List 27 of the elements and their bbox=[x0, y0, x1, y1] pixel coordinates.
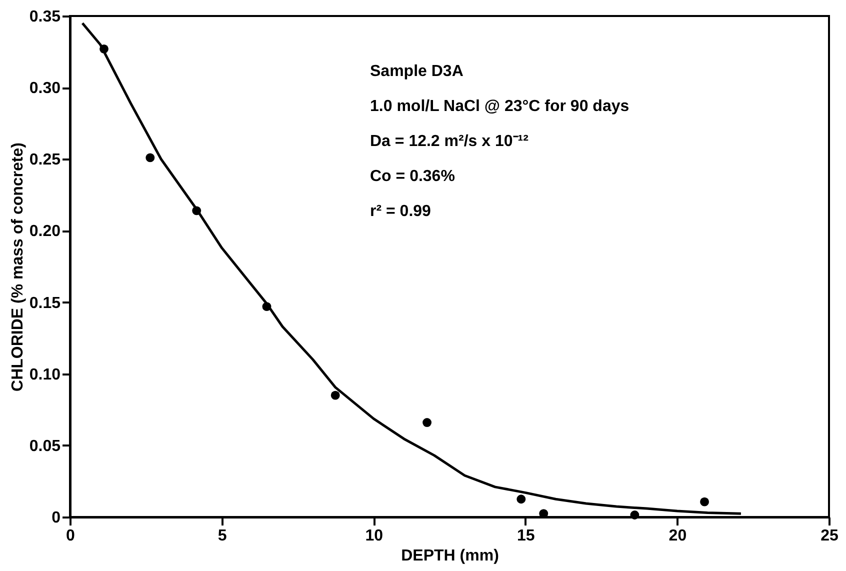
annotation: r² = 0.99 bbox=[370, 203, 432, 220]
point bbox=[630, 510, 640, 520]
annotation: Co = 0.36% bbox=[370, 168, 455, 185]
x-axis-title: DEPTH (mm) bbox=[401, 548, 499, 564]
point bbox=[516, 494, 526, 504]
y-tick-label: 0.20 bbox=[29, 223, 61, 240]
x-tick-label: 20 bbox=[668, 528, 687, 544]
point bbox=[146, 153, 155, 162]
y-tick-label: 0.10 bbox=[29, 366, 61, 384]
y-tick-label: 0.35 bbox=[29, 8, 61, 26]
y-tick-label: 0.25 bbox=[29, 152, 61, 169]
x-tick-label: 25 bbox=[820, 528, 838, 544]
y-tick-label: 0.15 bbox=[29, 294, 61, 312]
annotation: Da = 12.2 m²/s x 10⁻¹² bbox=[370, 133, 528, 150]
point bbox=[700, 497, 709, 506]
x-tick-label: 15 bbox=[517, 528, 535, 544]
x-tick-label: 10 bbox=[365, 528, 384, 544]
y-tick-label: 0.05 bbox=[29, 438, 61, 455]
x-tick-label: 5 bbox=[218, 528, 227, 544]
annotation: 1.0 mol/L NaCl @ 23°C for 90 days bbox=[370, 98, 630, 115]
x-tick-label: 0 bbox=[66, 528, 76, 544]
point bbox=[422, 418, 432, 427]
annotation: Sample D3A bbox=[370, 63, 464, 80]
y-tick-label: 0 bbox=[52, 510, 61, 526]
y-axis-title: CHLORIDE (% mass of concrete) bbox=[9, 142, 26, 392]
y-tick-label: 0.30 bbox=[29, 80, 61, 98]
point bbox=[330, 390, 340, 400]
